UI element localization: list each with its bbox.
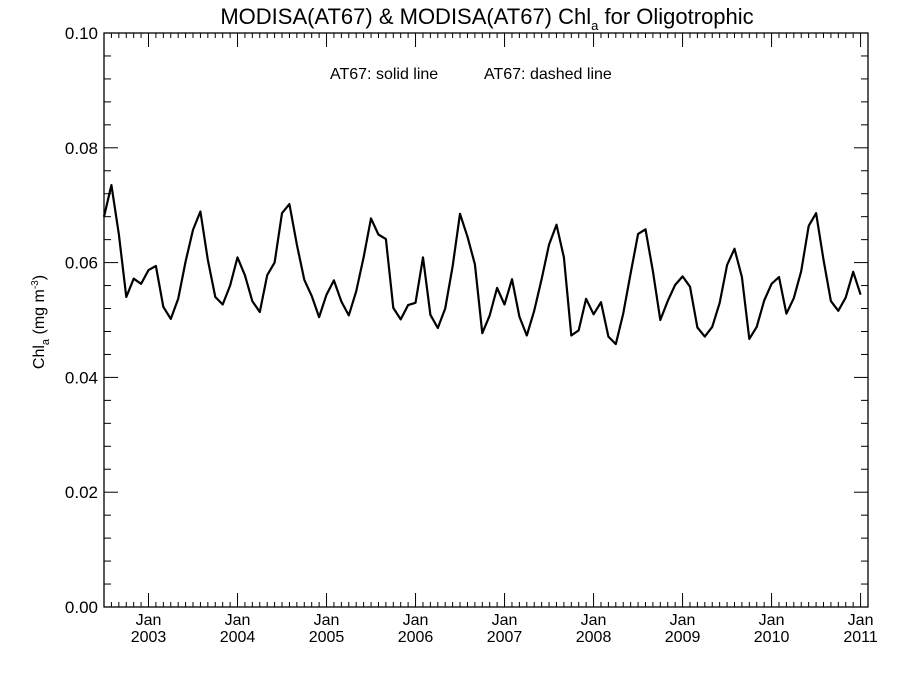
y-tick-label: 0.00 bbox=[65, 598, 98, 617]
x-tick-month-label: Jan bbox=[136, 612, 162, 629]
title-tail: for Oligotrophic bbox=[598, 4, 753, 29]
plot-frame bbox=[103, 32, 869, 608]
x-tick-year-label: 2004 bbox=[220, 629, 256, 646]
series-line-solid bbox=[102, 184, 862, 346]
x-tick-year-label: 2011 bbox=[843, 629, 878, 646]
x-tick-month-label: Jan bbox=[225, 612, 251, 629]
series-layer bbox=[102, 184, 862, 346]
title-subscript: a bbox=[591, 18, 599, 33]
x-tick-month-label: Jan bbox=[848, 612, 874, 629]
x-tick-year-label: 2009 bbox=[665, 629, 701, 646]
x-tick-year-label: 2006 bbox=[398, 629, 434, 646]
x-tick-month-label: Jan bbox=[403, 612, 429, 629]
legend-solid-text: AT67: solid line bbox=[330, 66, 438, 83]
y-tick-label: 0.06 bbox=[65, 254, 98, 273]
ticks-layer: 0.000.020.040.060.080.10Jan2003Jan2004Ja… bbox=[65, 24, 878, 646]
x-tick-year-label: 2007 bbox=[487, 629, 523, 646]
ylabel-subscript: a bbox=[40, 338, 52, 345]
y-axis-label: Chla (mg m-3) bbox=[30, 275, 52, 369]
y-tick-label: 0.10 bbox=[65, 24, 98, 43]
ylabel-unit-open: (mg m bbox=[31, 289, 48, 339]
ylabel-main: Chl bbox=[31, 345, 48, 369]
ylabel-unit-close: ) bbox=[31, 275, 48, 280]
y-tick-label: 0.08 bbox=[65, 139, 98, 158]
x-tick-year-label: 2003 bbox=[131, 629, 167, 646]
x-tick-month-label: Jan bbox=[314, 612, 340, 629]
y-tick-label: 0.02 bbox=[65, 483, 98, 502]
legend-dashed-text: AT67: dashed line bbox=[484, 66, 612, 83]
y-tick-label: 0.04 bbox=[65, 368, 98, 387]
x-tick-month-label: Jan bbox=[492, 612, 518, 629]
x-tick-year-label: 2005 bbox=[309, 629, 345, 646]
x-tick-month-label: Jan bbox=[670, 612, 696, 629]
ylabel-unit-sup: -3 bbox=[30, 280, 41, 289]
x-tick-year-label: 2008 bbox=[576, 629, 612, 646]
x-tick-year-label: 2010 bbox=[754, 629, 790, 646]
x-tick-month-label: Jan bbox=[581, 612, 607, 629]
chart-title: MODISA(AT67) & MODISA(AT67) Chla for Oli… bbox=[220, 4, 753, 33]
x-tick-month-label: Jan bbox=[759, 612, 785, 629]
title-main: MODISA(AT67) & MODISA(AT67) Chl bbox=[220, 4, 591, 29]
